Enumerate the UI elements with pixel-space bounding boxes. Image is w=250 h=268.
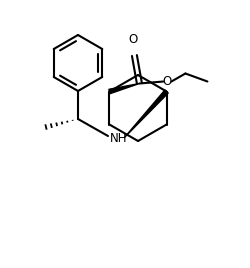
Text: NH: NH [110, 132, 127, 144]
Text: O: O [162, 75, 171, 88]
Text: O: O [128, 32, 138, 46]
Polygon shape [108, 84, 139, 94]
Polygon shape [124, 90, 168, 138]
